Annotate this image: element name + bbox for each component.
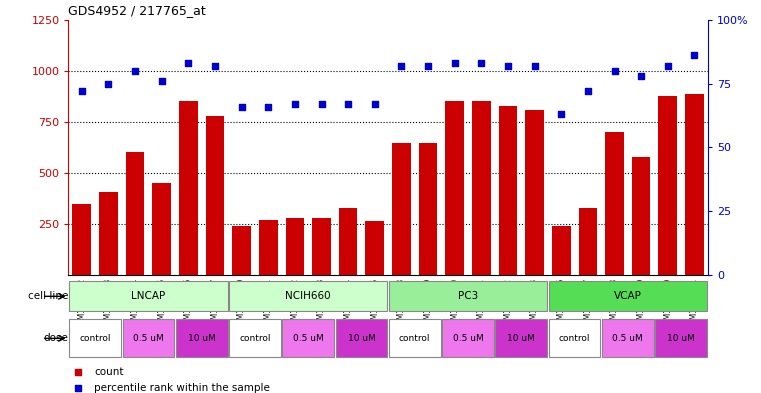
Text: 10 uM: 10 uM [667,334,695,343]
Bar [392,143,411,275]
Point [155,78,167,84]
Text: control: control [239,334,271,343]
Text: percentile rank within the sample: percentile rank within the sample [94,383,270,393]
Point [209,62,221,69]
Bar [495,319,547,358]
Point [470,182,482,189]
Text: 0.5 uM: 0.5 uM [133,334,164,343]
Bar [232,226,251,275]
Bar [578,208,597,275]
Point [75,88,88,94]
Point [608,68,620,74]
Point [528,62,540,69]
Bar [229,281,387,311]
Point [262,103,274,110]
Bar [525,110,544,275]
Text: LNCAP: LNCAP [131,291,166,301]
Point [289,101,301,107]
Bar [282,319,334,358]
Point [555,111,567,117]
Bar [389,281,547,311]
Bar [658,96,677,275]
Point [581,88,594,94]
Bar [259,220,278,275]
Bar [123,319,174,358]
Point [475,60,487,66]
Text: 0.5 uM: 0.5 uM [453,334,483,343]
Bar [69,281,228,311]
Bar [685,94,704,275]
Bar [69,319,121,358]
Point [368,101,380,107]
Bar [312,218,331,275]
Bar [336,319,387,358]
Point [129,68,142,74]
Text: PC3: PC3 [458,291,478,301]
Text: 10 uM: 10 uM [508,334,535,343]
Text: control: control [399,334,431,343]
Bar [419,143,438,275]
Text: VCAP: VCAP [614,291,642,301]
Bar [472,101,491,275]
Text: control: control [79,334,111,343]
Bar [285,218,304,275]
Point [661,62,674,69]
Bar [549,281,707,311]
Bar [205,116,224,275]
Text: 0.5 uM: 0.5 uM [293,334,323,343]
Text: GDS4952 / 217765_at: GDS4952 / 217765_at [68,4,206,17]
Point [182,60,194,66]
Point [315,101,327,107]
Bar [602,319,654,358]
Bar [126,152,145,275]
Bar [229,319,281,358]
Point [635,73,647,79]
Text: count: count [94,367,123,377]
Bar [552,226,571,275]
Text: cell line: cell line [27,291,68,301]
Bar [176,319,228,358]
Bar [152,183,171,275]
Point [470,327,482,333]
Point [688,52,700,59]
Text: 10 uM: 10 uM [188,334,215,343]
Point [102,80,114,86]
Bar [498,106,517,275]
Bar [655,319,707,358]
Text: 0.5 uM: 0.5 uM [613,334,643,343]
Bar [72,204,91,275]
Bar [179,101,198,275]
Point [396,62,408,69]
Bar [549,319,600,358]
Bar [365,221,384,275]
Point [342,101,354,107]
Point [502,62,514,69]
Bar [632,156,651,275]
Bar [339,208,358,275]
Bar [605,132,624,275]
Text: control: control [559,334,591,343]
Point [449,60,461,66]
Text: dose: dose [43,333,68,343]
Bar [389,319,441,358]
Point [422,62,434,69]
Text: 10 uM: 10 uM [348,334,375,343]
Bar [442,319,494,358]
Bar [445,101,464,275]
Point [236,103,248,110]
Text: NCIH660: NCIH660 [285,291,331,301]
Bar [99,192,118,275]
